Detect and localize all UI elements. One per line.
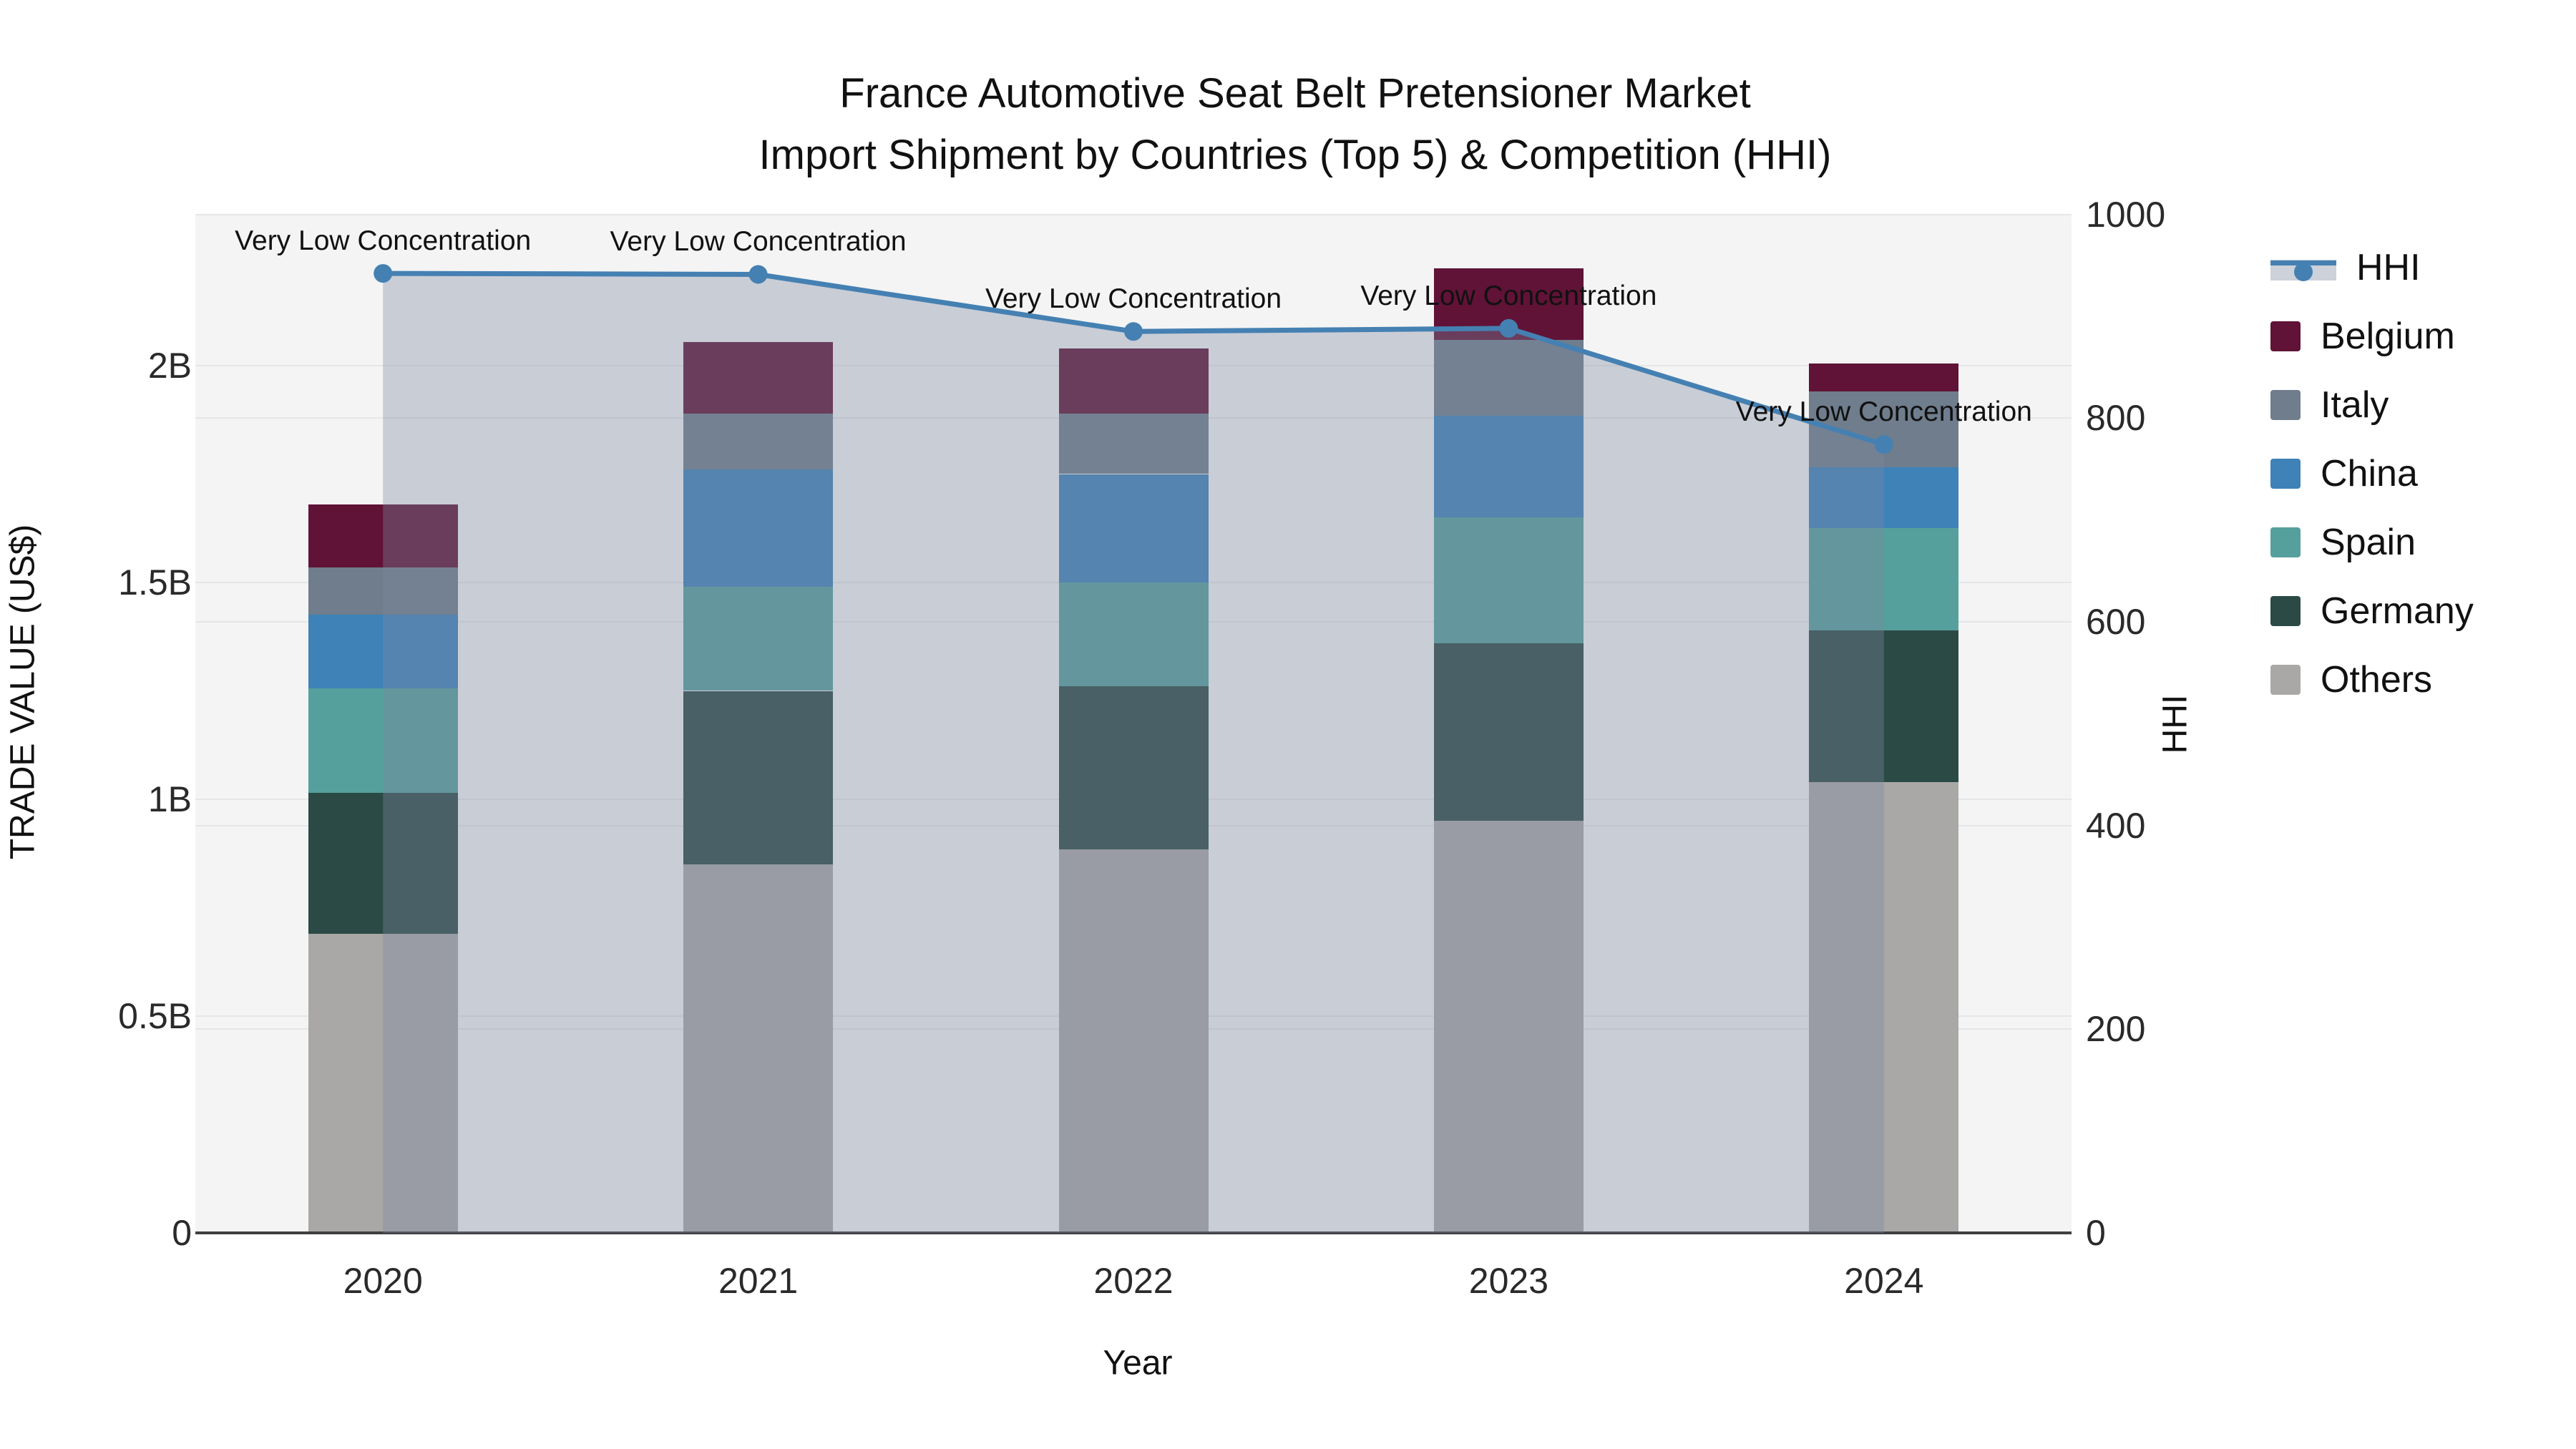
hhi-marker-2022[interactable] xyxy=(1124,322,1143,341)
annotation-2023: Very Low Concentration xyxy=(1360,280,1657,311)
bar-segment-germany-2022[interactable] xyxy=(1058,686,1209,849)
bar-segment-belgium-2020[interactable] xyxy=(308,504,458,567)
legend-item-belgium[interactable]: Belgium xyxy=(2270,315,2455,358)
legend-item-china[interactable]: China xyxy=(2270,452,2418,495)
bar-segment-others-2024[interactable] xyxy=(1809,781,1959,1233)
x-axis-title: Year xyxy=(1103,1344,1173,1382)
bar-segment-spain-2021[interactable] xyxy=(683,587,834,691)
annotation-2022: Very Low Concentration xyxy=(985,283,1282,315)
bar-segment-belgium-2022[interactable] xyxy=(1058,348,1209,414)
bar-segment-germany-2023[interactable] xyxy=(1433,643,1584,821)
x-tick-label-2023: 2023 xyxy=(1468,1261,1549,1301)
legend-item-italy[interactable]: Italy xyxy=(2270,384,2389,426)
legend-label-hhi: HHI xyxy=(2356,247,2421,288)
bar-segment-italy-2021[interactable] xyxy=(683,413,834,470)
legend-label-spain: Spain xyxy=(2321,522,2416,563)
x-axis-line xyxy=(195,1231,2072,1234)
legend-swatch-others xyxy=(2270,665,2301,695)
y-left-tick-label: 1B xyxy=(147,779,192,819)
bar-segment-spain-2023[interactable] xyxy=(1433,517,1584,643)
legend-item-others[interactable]: Others xyxy=(2270,658,2432,701)
bar-segment-germany-2021[interactable] xyxy=(683,691,834,864)
y-right-tick-label: 400 xyxy=(2086,805,2146,846)
legend-label-germany: Germany xyxy=(2321,590,2474,632)
bar-segment-others-2021[interactable] xyxy=(683,864,834,1233)
legend-hhi-line-swatch xyxy=(2270,255,2336,281)
y-left-tick-label: 0 xyxy=(172,1213,192,1253)
legend-swatch-italy xyxy=(2270,390,2301,420)
y-right-tick-label: 800 xyxy=(2086,398,2146,439)
chart-title-line2: Import Shipment by Countries (Top 5) & C… xyxy=(758,132,1832,178)
hhi-marker-2020[interactable] xyxy=(374,264,393,283)
bar-segment-china-2020[interactable] xyxy=(308,615,458,689)
bar-segment-germany-2020[interactable] xyxy=(308,792,458,934)
bar-segment-italy-2022[interactable] xyxy=(1058,413,1209,474)
y-left-tick-label: 1.5B xyxy=(118,562,192,602)
y-right-tick-label: 1000 xyxy=(2086,194,2166,235)
x-tick-label-2024: 2024 xyxy=(1844,1261,1924,1301)
bar-segment-others-2023[interactable] xyxy=(1433,821,1584,1233)
legend-swatch-china xyxy=(2270,459,2301,489)
y-left-tick-label: 0.5B xyxy=(118,996,192,1036)
y-right-tick-label: 200 xyxy=(2086,1009,2146,1050)
bar-segment-italy-2023[interactable] xyxy=(1433,339,1584,416)
bar-segment-belgium-2024[interactable] xyxy=(1809,363,1959,392)
y-right-tick-label: 0 xyxy=(2086,1213,2106,1253)
bar-segment-china-2022[interactable] xyxy=(1058,474,1209,582)
bar-segment-china-2024[interactable] xyxy=(1809,467,1959,529)
legend-label-belgium: Belgium xyxy=(2321,316,2455,357)
bar-segment-spain-2020[interactable] xyxy=(308,688,458,793)
gridline-hhi xyxy=(195,213,2072,215)
y-left-tick-label: 2B xyxy=(147,346,192,386)
legend-label-china: China xyxy=(2321,453,2418,494)
legend-swatch-germany xyxy=(2270,596,2301,626)
legend-label-others: Others xyxy=(2321,659,2433,701)
bar-segment-belgium-2021[interactable] xyxy=(683,341,834,414)
bar-segment-italy-2020[interactable] xyxy=(308,567,458,615)
legend-item-germany[interactable]: Germany xyxy=(2270,590,2474,633)
x-tick-label-2022: 2022 xyxy=(1093,1261,1174,1301)
legend-swatch-spain xyxy=(2270,527,2301,557)
bar-segment-others-2020[interactable] xyxy=(308,933,458,1233)
legend-item-hhi[interactable]: HHI xyxy=(2270,246,2421,289)
bar-segment-germany-2024[interactable] xyxy=(1809,630,1959,782)
bar-segment-china-2023[interactable] xyxy=(1433,415,1584,518)
y-right-tick-label: 600 xyxy=(2086,601,2146,642)
x-tick-label-2020: 2020 xyxy=(343,1261,423,1301)
bar-segment-others-2022[interactable] xyxy=(1058,849,1209,1233)
hhi-area-fill xyxy=(383,273,1884,1233)
x-tick-label-2021: 2021 xyxy=(718,1261,799,1301)
annotation-2020: Very Low Concentration xyxy=(235,225,532,257)
annotation-2024: Very Low Concentration xyxy=(1735,396,2032,428)
hhi-marker-2021[interactable] xyxy=(748,265,768,284)
chart-title-line1: France Automotive Seat Belt Pretensioner… xyxy=(839,70,1751,117)
legend-item-spain[interactable]: Spain xyxy=(2270,521,2416,564)
annotation-2021: Very Low Concentration xyxy=(610,226,907,258)
legend-label-italy: Italy xyxy=(2321,384,2389,426)
bar-segment-spain-2022[interactable] xyxy=(1058,582,1209,687)
legend-hhi-marker-dot xyxy=(2294,263,2313,281)
hhi-marker-2024[interactable] xyxy=(1874,435,1893,454)
hhi-marker-2023[interactable] xyxy=(1499,318,1518,338)
bar-segment-china-2021[interactable] xyxy=(683,469,834,587)
legend-swatch-belgium xyxy=(2270,321,2301,351)
bar-segment-spain-2024[interactable] xyxy=(1809,528,1959,630)
